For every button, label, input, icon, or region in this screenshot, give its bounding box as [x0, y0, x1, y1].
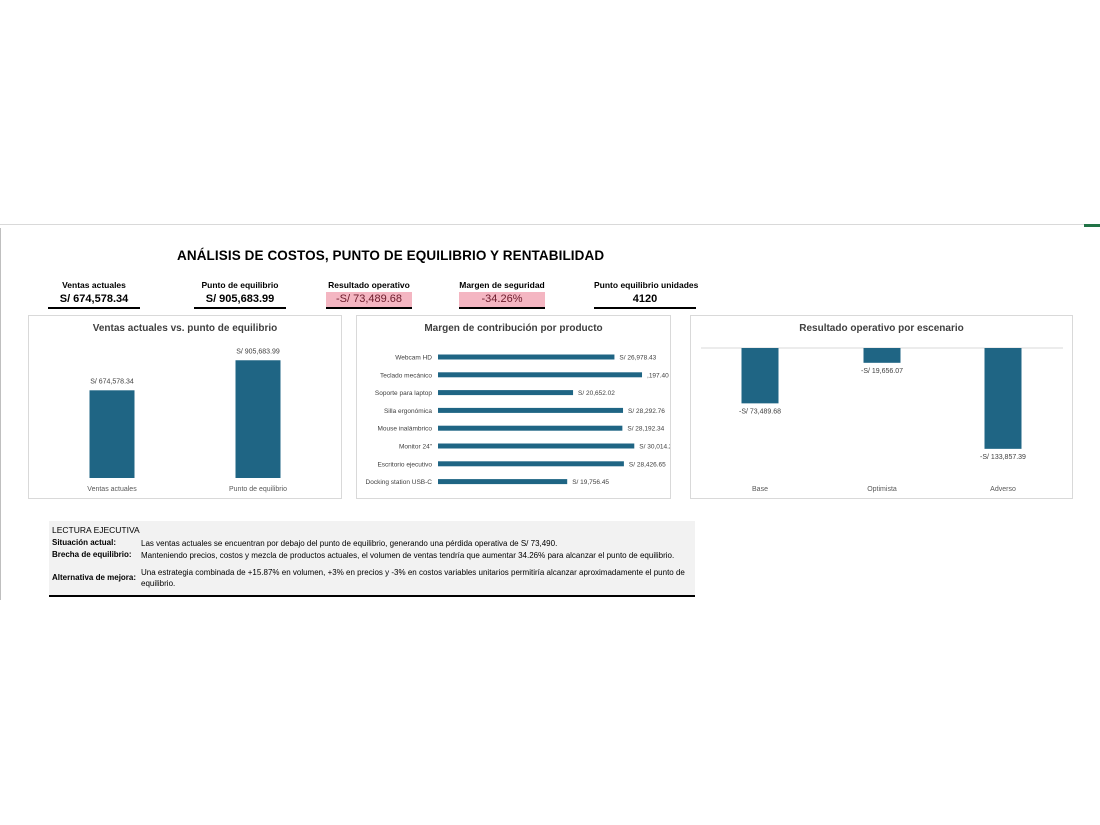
data-label: ,197.40	[647, 372, 669, 379]
kpi-label: Punto equilibrio unidades	[594, 280, 699, 290]
summary-text: Manteniendo precios, costos y mezcla de …	[141, 551, 675, 560]
data-label: S/ 20,652.02	[578, 390, 615, 397]
data-label: S/ 30,014.27	[639, 444, 670, 451]
bar	[235, 360, 281, 478]
kpi-value: 4120	[594, 292, 696, 309]
kpi-label: Punto de equilibrio	[201, 280, 279, 290]
data-label: S/ 28,426.65	[629, 461, 666, 468]
x-tick-label: Optimista	[867, 486, 897, 493]
bar	[984, 348, 1022, 449]
chart-title: Ventas actuales vs. punto de equilibrio	[92, 323, 278, 334]
kpi-value: S/ 674,578.34	[48, 292, 140, 309]
chart-resultado-escenario[interactable]: Resultado operativo por escenario -S/ 73…	[690, 315, 1073, 499]
bar	[438, 461, 624, 467]
bar	[438, 407, 624, 413]
data-label: S/ 28,292.76	[628, 408, 665, 415]
kpi-value: S/ 905,683.99	[194, 292, 286, 309]
bar	[438, 390, 574, 396]
y-tick-label: Teclado mecánico	[380, 372, 432, 379]
summary-label: Alternativa de mejora:	[52, 573, 137, 582]
kpi-value: -S/ 73,489.68	[326, 292, 412, 309]
kpi-margen-seguridad: Margen de seguridad -34.26%	[459, 279, 545, 309]
kpi-punto-equilibrio-unidades: Punto equilibrio unidades 4120	[594, 279, 699, 309]
chart-plot: S/ 674,578.34 Ventas actuales S/ 905,683.9…	[87, 348, 287, 493]
chart-plot: -S/ 73,489.68 Base -S/ 19,656.07 Optimista -…	[701, 347, 1063, 493]
kpi-label: Margen de seguridad	[459, 280, 545, 290]
bar	[438, 443, 635, 449]
bar	[438, 354, 615, 360]
data-label: S/ 674,578.34	[90, 378, 134, 385]
x-tick-label: Adverso	[990, 486, 1016, 493]
y-tick-label: Docking station USB-C	[366, 479, 433, 486]
data-label: S/ 28,192.34	[627, 426, 664, 433]
kpi-resultado-operativo: Resultado operativo -S/ 73,489.68	[326, 279, 412, 309]
data-label: S/ 26,978.43	[619, 355, 656, 362]
bar	[89, 390, 135, 478]
kpi-value: -34.26%	[459, 292, 545, 309]
data-label: -S/ 133,857.39	[980, 454, 1026, 461]
data-label: -S/ 73,489.68	[739, 408, 781, 415]
chart-title: Margen de contribución por producto	[424, 323, 603, 334]
y-tick-label: Webcam HD	[395, 355, 432, 362]
kpi-label: Resultado operativo	[328, 280, 410, 290]
y-tick-label: Mouse inalámbrico	[377, 426, 432, 433]
data-label: S/ 19,756.45	[572, 479, 609, 486]
data-label: S/ 905,683.99	[236, 348, 280, 355]
bar	[438, 479, 568, 485]
summary-label: Situación actual:	[52, 538, 117, 547]
summary-text: Las ventas actuales se encuentran por de…	[141, 539, 558, 548]
y-tick-label: Escritorio ejecutivo	[377, 461, 432, 468]
y-tick-label: Monitor 24"	[399, 444, 433, 451]
x-tick-label: Ventas actuales	[87, 486, 137, 493]
chart-ventas-vs-equilibrio[interactable]: Ventas actuales vs. punto de equilibrio …	[28, 315, 342, 499]
y-tick-label: Soporte para laptop	[375, 390, 432, 397]
kpi-punto-equilibrio: Punto de equilibrio S/ 905,683.99	[194, 279, 286, 309]
x-tick-label: Base	[752, 486, 768, 493]
kpi-ventas-actuales: Ventas actuales S/ 674,578.34	[48, 279, 140, 309]
chart-margen-contribucion[interactable]: Margen de contribución por producto Webc…	[356, 315, 671, 499]
dashboard-title: ANÁLISIS DE COSTOS, PUNTO DE EQUILIBRIO …	[177, 248, 605, 263]
data-label: -S/ 19,656.07	[861, 368, 903, 375]
summary-text: Una estrategia combinada de +15.87% en v…	[141, 568, 685, 588]
kpi-label: Ventas actuales	[62, 280, 126, 290]
bar	[741, 348, 779, 404]
x-tick-label: Punto de equilibrio	[229, 486, 287, 493]
chart-title: Resultado operativo por escenario	[799, 323, 964, 334]
executive-heading: LECTURA EJECUTIVA	[52, 525, 140, 535]
executive-summary: LECTURA EJECUTIVA Situación actual: Las …	[49, 521, 695, 597]
bar	[438, 425, 623, 431]
sheet-left-border	[0, 228, 1, 600]
bar	[438, 372, 643, 378]
bar	[863, 348, 901, 363]
chart-plot: Webcam HD S/ 26,978.43 Teclado mecánico ,19…	[366, 354, 670, 486]
y-tick-label: Silla ergonómica	[384, 408, 432, 415]
selection-marker	[1084, 224, 1100, 227]
summary-label: Brecha de equilibrio:	[52, 550, 132, 559]
